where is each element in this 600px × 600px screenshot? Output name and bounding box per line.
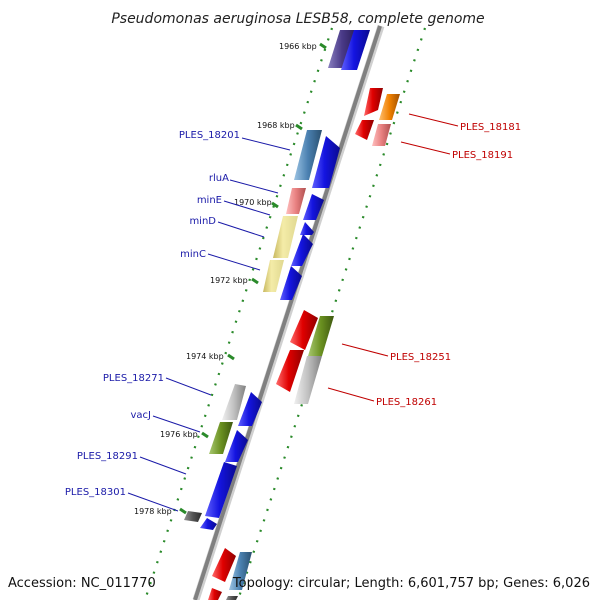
callout-line: [217, 221, 265, 238]
kbp-ticks: [179, 42, 327, 515]
callout-line: [241, 137, 291, 151]
callout-line: [327, 387, 375, 402]
gene-feature: [379, 94, 400, 120]
callout-line: [400, 141, 451, 155]
gene-feature: [328, 30, 356, 68]
callout-line: [223, 200, 271, 216]
gene-feature: [312, 136, 340, 188]
gene-label[interactable]: PLES_18271: [103, 373, 164, 384]
gene-feature: [226, 596, 238, 600]
left-callout-lines: [127, 137, 291, 512]
gene-feature: [263, 260, 284, 292]
gene-feature: [291, 234, 313, 266]
gene-feature: [184, 511, 202, 522]
gene-feature: [355, 120, 374, 140]
gene-feature: [294, 130, 322, 180]
gene-label[interactable]: PLES_18291: [77, 451, 138, 462]
gene-feature: [280, 266, 302, 300]
gene-feature: [225, 430, 248, 462]
gene-label[interactable]: PLES_18261: [376, 397, 437, 408]
gene-label[interactable]: PLES_18191: [452, 150, 513, 161]
callout-line: [408, 113, 459, 127]
gene-label[interactable]: PLES_18201: [179, 130, 240, 141]
callout-line: [341, 343, 389, 357]
gene-feature: [209, 422, 233, 454]
kbp-label: 1978 kbp: [134, 507, 172, 516]
gene-feature: [303, 194, 324, 220]
tick-mark: [295, 123, 303, 131]
outer-scale-track: [236, 27, 427, 600]
kbp-label: 1966 kbp: [279, 42, 317, 51]
gene-label[interactable]: minE: [197, 195, 222, 206]
right-callout-lines: [327, 113, 459, 402]
genome-summary-text: Topology: circular; Length: 6,601,757 bp…: [232, 576, 590, 591]
gene-feature: [300, 222, 314, 235]
gene-feature: [208, 588, 222, 600]
tick-mark: [201, 431, 209, 439]
kbp-label: 1976 kbp: [160, 430, 198, 439]
gene-feature: [238, 392, 262, 426]
kbp-labels: 1966 kbp 1968 kbp 1970 kbp 1972 kbp 1974…: [134, 42, 317, 516]
gene-feature: [290, 310, 318, 350]
gene-label[interactable]: minC: [180, 249, 206, 260]
left-gene-labels: PLES_18201 rluA minE minD minC PLES_1827…: [65, 130, 240, 498]
gene-feature: [294, 356, 322, 404]
genome-backbone: [193, 25, 382, 600]
gene-feature: [341, 30, 370, 70]
gene-feature: [372, 124, 391, 146]
tick-mark: [227, 353, 235, 361]
right-gene-labels: PLES_18181 PLES_18191 PLES_18251 PLES_18…: [376, 122, 521, 408]
gene-feature: [286, 188, 306, 214]
gene-feature: [212, 548, 236, 582]
kbp-label: 1972 kbp: [210, 276, 248, 285]
gene-label[interactable]: PLES_18251: [390, 352, 451, 363]
gene-feature: [229, 552, 252, 590]
tick-mark: [251, 277, 259, 285]
inner-scale-track: [143, 27, 334, 600]
gene-feature: [273, 216, 298, 258]
gene-label[interactable]: vacJ: [131, 410, 152, 421]
map-title: Pseudomonas aeruginosa LESB58, complete …: [111, 11, 484, 27]
accession-text: Accession: NC_011770: [8, 576, 156, 591]
gene-feature: [205, 462, 237, 518]
outer-gene-features: [208, 88, 400, 600]
callout-line: [139, 456, 187, 475]
callout-line: [207, 253, 261, 271]
gene-feature: [364, 88, 383, 116]
inner-gene-features: [184, 30, 370, 530]
tick-mark: [319, 42, 327, 50]
gene-label[interactable]: PLES_18301: [65, 487, 126, 498]
callout-line: [127, 492, 179, 512]
kbp-label: 1968 kbp: [257, 121, 295, 130]
gene-label[interactable]: rluA: [209, 173, 229, 184]
callout-line: [229, 179, 279, 194]
gene-feature: [308, 316, 334, 356]
gene-feature: [200, 518, 217, 530]
gene-label[interactable]: PLES_18181: [460, 122, 521, 133]
kbp-label: 1970 kbp: [234, 198, 272, 207]
gene-label[interactable]: minD: [189, 216, 216, 227]
gene-feature: [276, 350, 304, 392]
tick-mark: [179, 507, 187, 515]
kbp-label: 1974 kbp: [186, 352, 224, 361]
gene-feature: [222, 384, 246, 420]
callout-line: [165, 377, 212, 396]
callout-line: [152, 415, 201, 433]
tick-mark: [271, 201, 279, 209]
